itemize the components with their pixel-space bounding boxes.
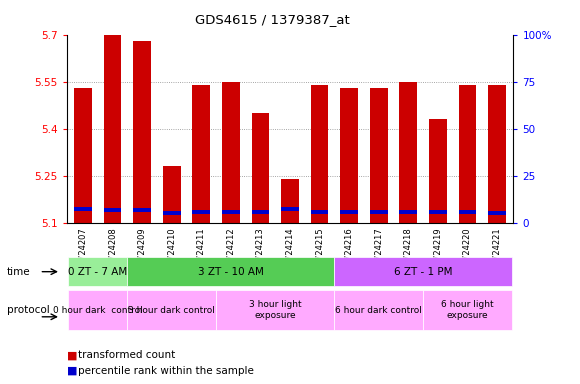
Bar	[370, 88, 387, 223]
Bar	[193, 210, 210, 214]
Text: 3 ZT - 10 AM: 3 ZT - 10 AM	[198, 266, 264, 277]
Bar	[400, 81, 417, 223]
Bar	[133, 208, 151, 212]
Text: 6 ZT - 1 PM: 6 ZT - 1 PM	[394, 266, 452, 277]
Bar	[104, 35, 121, 223]
Text: time: time	[7, 266, 31, 277]
Text: ■: ■	[67, 350, 77, 360]
Text: transformed count: transformed count	[78, 350, 176, 360]
Text: 6 hour light
exposure: 6 hour light exposure	[441, 300, 494, 320]
Text: ■: ■	[67, 366, 77, 376]
Bar	[163, 211, 180, 215]
Bar	[133, 41, 151, 223]
Bar	[311, 210, 328, 214]
Bar	[222, 81, 240, 223]
Bar	[429, 210, 447, 214]
Bar	[459, 210, 476, 214]
Text: GDS4615 / 1379387_at: GDS4615 / 1379387_at	[195, 13, 350, 26]
Bar	[163, 166, 180, 223]
Bar	[488, 85, 506, 223]
Bar	[252, 210, 269, 214]
Bar	[193, 85, 210, 223]
Bar	[74, 207, 92, 211]
Bar	[488, 211, 506, 215]
Bar	[459, 85, 476, 223]
Bar	[340, 210, 358, 214]
Text: 6 hour dark control: 6 hour dark control	[335, 306, 422, 314]
Bar	[429, 119, 447, 223]
Bar	[281, 179, 299, 223]
Bar	[104, 208, 121, 212]
Text: protocol: protocol	[7, 305, 50, 315]
Bar	[222, 210, 240, 214]
Bar	[340, 88, 358, 223]
Bar	[311, 85, 328, 223]
Bar	[252, 113, 269, 223]
Bar	[74, 88, 92, 223]
Text: 0 ZT - 7 AM: 0 ZT - 7 AM	[68, 266, 128, 277]
Text: percentile rank within the sample: percentile rank within the sample	[78, 366, 254, 376]
Text: 3 hour light
exposure: 3 hour light exposure	[249, 300, 302, 320]
Bar	[281, 207, 299, 211]
Bar	[370, 210, 387, 214]
Text: 0 hour dark  control: 0 hour dark control	[53, 306, 143, 314]
Bar	[400, 210, 417, 214]
Text: 3 hour dark control: 3 hour dark control	[128, 306, 215, 314]
